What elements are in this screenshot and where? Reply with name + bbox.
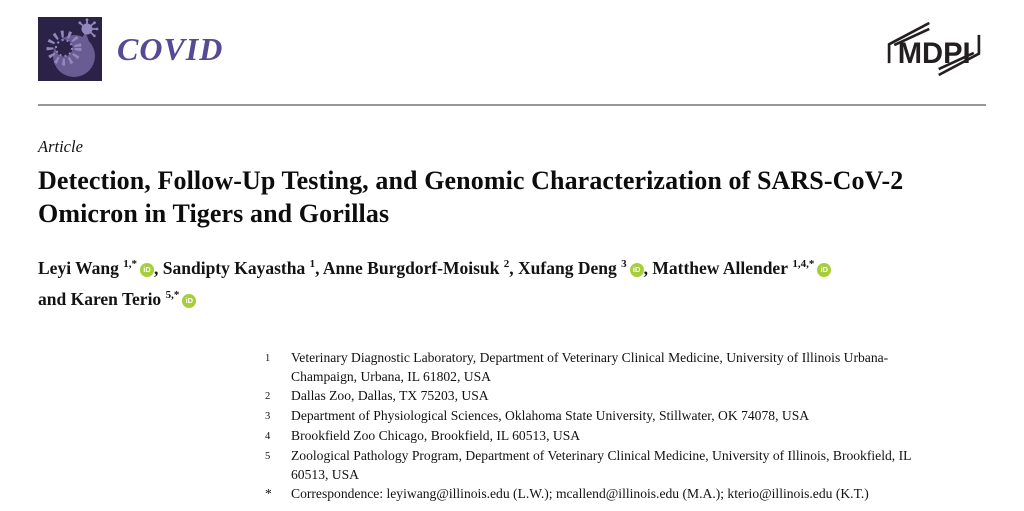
author-affiliation-sup: 1 xyxy=(309,258,316,271)
author-name: Anne Burgdorf-Moisuk xyxy=(322,257,500,278)
header-divider xyxy=(38,104,986,106)
affiliation-marker: 1 xyxy=(265,352,271,364)
author-affiliation-sup: 2 xyxy=(503,258,510,271)
affiliation-text: Dallas Zoo, Dallas, TX 75203, USA xyxy=(291,387,489,403)
affiliation-list: 1 Veterinary Diagnostic Laboratory, Depar… xyxy=(265,348,927,503)
author-name: Xufang Deng xyxy=(518,257,617,278)
author-list: Leyi Wang 1,* iD, Sandipty Kayastha 1, An… xyxy=(38,251,948,313)
affiliation-text: Zoological Pathology Program, Department… xyxy=(291,447,911,482)
affiliation-text: Brookfield Zoo Chicago, Brookfield, IL 6… xyxy=(291,427,581,443)
author-affiliation-sup: 1,4,* xyxy=(792,258,815,271)
mdpi-logo[interactable]: MDPI xyxy=(882,18,986,80)
affiliation-text: Correspondence: leyiwang@illinois.edu (L… xyxy=(291,485,869,501)
orcid-icon[interactable]: iD xyxy=(817,262,832,277)
affiliation-marker: 2 xyxy=(265,390,271,402)
author-affiliation-sup: 3 xyxy=(621,258,627,271)
affiliation-marker: 4 xyxy=(265,430,271,442)
author-affiliation-sup: 1,* xyxy=(123,258,138,271)
affiliation-row: * Correspondence: leyiwang@illinois.edu (… xyxy=(265,484,927,503)
affiliation-marker: 5 xyxy=(265,450,271,462)
affiliation-marker: * xyxy=(265,485,272,501)
journal-logo-link[interactable]: COVID xyxy=(38,17,223,81)
affiliation-row: 2 Dallas Zoo, Dallas, TX 75203, USA xyxy=(265,386,927,406)
author-name: Leyi Wang xyxy=(38,257,119,278)
affiliation-row: 5 Zoological Pathology Program, Departmen… xyxy=(265,446,927,484)
orcid-icon[interactable]: iD xyxy=(140,262,155,277)
author-name: Matthew Allender xyxy=(652,257,788,278)
author-name: Sandipty Kayastha xyxy=(162,257,306,278)
author-name: Karen Terio xyxy=(70,288,162,309)
covid-virus-icon xyxy=(38,17,102,81)
page-header: COVID MDPI xyxy=(38,0,986,81)
author-affiliation-sup: 5,* xyxy=(165,288,180,301)
affiliation-marker: 3 xyxy=(265,410,271,422)
orcid-icon[interactable]: iD xyxy=(629,262,644,277)
affiliation-text: Veterinary Diagnostic Laboratory, Depart… xyxy=(291,349,889,384)
article-type-label: Article xyxy=(38,137,83,156)
affiliation-row: 4 Brookfield Zoo Chicago, Brookfield, IL … xyxy=(265,426,927,446)
affiliation-row: 1 Veterinary Diagnostic Laboratory, Depar… xyxy=(265,348,927,386)
affiliation-text: Department of Physiological Sciences, Ok… xyxy=(291,407,810,423)
article-title: Detection, Follow-Up Testing, and Genomi… xyxy=(38,166,904,229)
orcid-icon[interactable]: iD xyxy=(182,293,197,308)
affiliation-row: 3 Department of Physiological Sciences, O… xyxy=(265,406,927,426)
svg-text:MDPI: MDPI xyxy=(898,38,971,70)
journal-name: COVID xyxy=(117,30,224,67)
